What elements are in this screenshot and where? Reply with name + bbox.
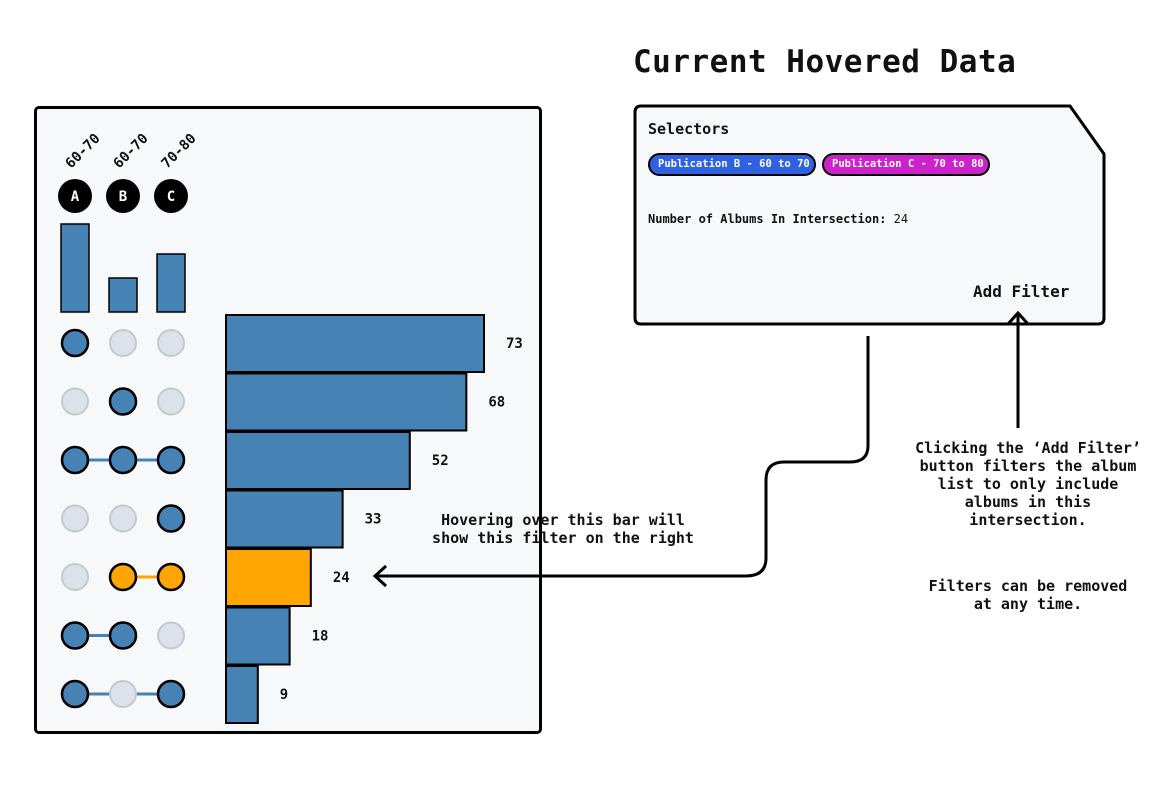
membership-dot-inactive — [109, 504, 137, 533]
intersection-bar-label: 73 — [506, 336, 523, 352]
set-letter-badge — [154, 179, 188, 213]
hover-annotation: Hovering over this bar will show this fi… — [408, 511, 718, 547]
intersection-bar — [225, 314, 485, 373]
membership-dot-inactive — [61, 504, 89, 533]
membership-dot-active — [108, 621, 138, 650]
membership-dot-active — [108, 445, 138, 475]
filter-pill-publication-b[interactable]: Publication B - 60 to 70 — [648, 153, 816, 176]
intersection-bar — [225, 431, 411, 490]
hovered-data-panel: Selectors Publication B - 60 to 70 Publi… — [633, 104, 1108, 328]
add-filter-annotation-line: intersection. — [969, 511, 1087, 529]
membership-dot-active — [60, 621, 90, 650]
membership-dot-inactive — [109, 680, 137, 708]
page-title: Current Hovered Data — [633, 44, 1017, 80]
set-range-label: 60-70 — [111, 131, 152, 172]
add-filter-annotation-line: albums in this — [964, 493, 1092, 511]
intersection-bar-label: 33 — [365, 512, 382, 528]
add-filter-annotation-line: Clicking the ‘Add Filter’ — [915, 439, 1141, 457]
hover-annotation-line: Hovering over this bar will — [441, 511, 685, 529]
intersection-bar-label: 18 — [312, 629, 329, 645]
set-letter: B — [119, 189, 127, 205]
intersection-bar-label: 24 — [333, 570, 350, 586]
intersection-bar-label: 9 — [280, 687, 288, 703]
set-letter-badge — [106, 179, 140, 213]
membership-dot-active — [60, 328, 90, 358]
membership-dot-active — [156, 562, 186, 592]
upset-plot: 60-70 A 60-70 B 70-80 C 73 68 52 33 24 18 9 — [58, 131, 523, 724]
add-filter-annotation-line: button filters the album — [919, 457, 1137, 475]
membership-dot-inactive — [157, 387, 185, 416]
set-range-label: 60-70 — [63, 131, 104, 172]
membership-dot-inactive — [109, 329, 137, 357]
set-size-bar — [156, 253, 186, 313]
membership-dot-active — [108, 387, 138, 416]
filter-pill-publication-c[interactable]: Publication C - 70 to 80 — [822, 153, 990, 176]
membership-dot-active — [60, 445, 90, 475]
add-filter-annotation-line: list to only include — [937, 475, 1119, 493]
selectors-label: Selectors — [648, 120, 730, 138]
remove-filter-annotation-line: Filters can be removed — [928, 577, 1128, 595]
membership-dot-active — [156, 504, 186, 533]
set-size-bar — [108, 277, 138, 313]
hover-annotation-line: show this filter on the right — [432, 529, 694, 547]
remove-filter-annotation-line: at any time. — [973, 595, 1083, 613]
set-range-label: 70-80 — [159, 131, 200, 172]
membership-dot-active — [156, 679, 186, 709]
intersection-count: Number of Albums In Intersection: 24 — [648, 212, 908, 226]
membership-dot-active — [60, 679, 90, 709]
membership-dot-active — [156, 445, 186, 475]
set-letter: C — [167, 189, 175, 205]
set-letter-badge — [58, 179, 92, 213]
membership-dot-inactive — [157, 621, 185, 650]
intersection-bar — [225, 665, 259, 724]
upset-plot-panel: 60-70 A 60-70 B 70-80 C 73 68 52 33 24 18 9 — [34, 106, 542, 734]
membership-dot-active — [108, 562, 138, 592]
intersection-bar — [225, 372, 468, 432]
membership-dot-inactive — [61, 563, 89, 591]
intersection-bar-highlighted — [225, 548, 312, 607]
add-filter-button[interactable]: Add Filter — [973, 282, 1070, 301]
intersection-bar-label: 68 — [488, 395, 505, 411]
add-filter-annotation: Clicking the ‘Add Filter’ button filters… — [888, 439, 1149, 529]
intersection-bar-label: 52 — [432, 453, 449, 469]
membership-dot-inactive — [61, 387, 89, 416]
intersection-bar — [225, 606, 291, 666]
set-letter: A — [71, 189, 80, 205]
intersection-bar — [225, 489, 344, 549]
membership-dot-inactive — [157, 329, 185, 357]
intersection-count-label: Number of Albums In Intersection: — [648, 212, 887, 226]
set-size-bar — [60, 223, 90, 313]
remove-filter-annotation: Filters can be removed at any time. — [908, 577, 1148, 613]
intersection-count-value: 24 — [893, 212, 909, 226]
